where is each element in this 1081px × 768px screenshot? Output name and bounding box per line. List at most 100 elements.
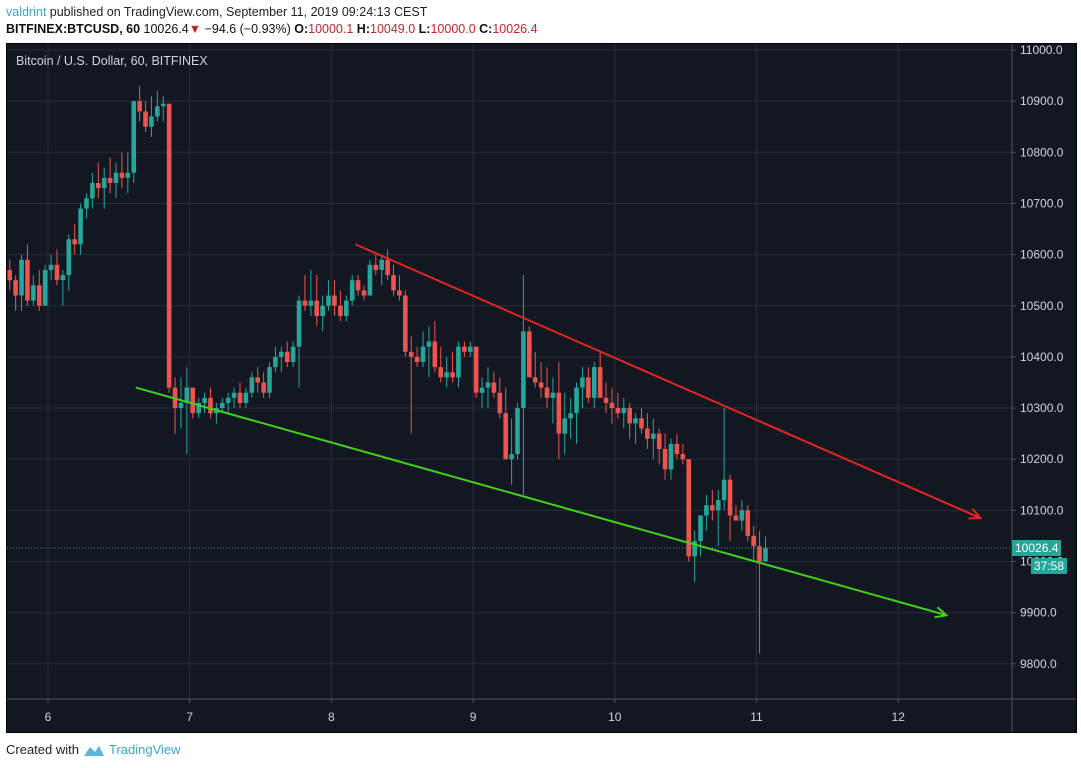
candle-body [757, 546, 762, 562]
candle-body [219, 402, 225, 409]
y-tick-label: 11000.0 [1020, 44, 1063, 57]
candle-body [444, 372, 449, 378]
candle-body [13, 280, 18, 296]
y-tick-label: 10800.0 [1020, 145, 1064, 159]
candle-body [544, 387, 550, 398]
candle-body [273, 356, 278, 368]
candle-body [31, 285, 36, 301]
open-value: 10000.1 [308, 22, 354, 36]
candle-body [96, 182, 101, 189]
candle-body [408, 351, 414, 357]
candle-body [166, 103, 172, 388]
support-arrow-icon [934, 606, 949, 619]
candle-body [467, 346, 473, 352]
tradingview-link[interactable]: TradingView [108, 742, 181, 757]
candle-body [208, 397, 213, 414]
support-trendline[interactable] [135, 386, 947, 617]
candle-body [48, 264, 54, 270]
candlestick-chart[interactable]: 11000.0 10900.0 10800.0 10700.0 10600.0 10500… [7, 44, 1076, 732]
publish-text: published on TradingView.com, September … [46, 5, 428, 19]
y-tick-label: 10200.0 [1020, 452, 1064, 466]
last-price: 10026.4 [143, 22, 189, 36]
candle-body [178, 402, 184, 409]
candle-body [485, 382, 491, 388]
candle-body [462, 346, 467, 352]
author-link[interactable]: valdrint [6, 5, 47, 19]
candle-body [373, 264, 379, 270]
y-tick-label: 10400.0 [1020, 350, 1064, 364]
candle-body [143, 111, 148, 127]
candle-body [515, 408, 520, 455]
candle-body [267, 367, 272, 393]
close-value: 10026.4 [492, 22, 538, 36]
candle-body [491, 382, 497, 393]
candle-body [609, 402, 615, 409]
candle-body [36, 285, 42, 306]
close-label: C: [479, 22, 493, 36]
candle-body [562, 418, 568, 434]
candle-body [308, 300, 314, 306]
candle-body [668, 443, 674, 470]
candle-body [710, 505, 715, 511]
candle-body [704, 505, 709, 516]
y-tick-label: 10600.0 [1020, 248, 1064, 262]
candle-body [450, 372, 455, 378]
candle-body [237, 392, 243, 403]
candle-body [19, 259, 24, 296]
candle-body [414, 356, 420, 363]
candle-body [42, 269, 48, 306]
candle-body [727, 479, 733, 516]
chart-panel[interactable]: 11000.0 10900.0 10800.0 10700.0 10600.0 10500… [6, 43, 1077, 733]
candle-body [255, 377, 261, 383]
candle-body [113, 172, 119, 183]
candle-body [556, 392, 562, 434]
y-tick-label: 10300.0 [1020, 401, 1064, 415]
candle-body [90, 182, 95, 199]
candle-body [296, 300, 302, 347]
candle-body [615, 408, 621, 414]
candle-body [645, 428, 650, 439]
candle-body [698, 515, 703, 542]
candle-body [84, 198, 89, 209]
candle-body [527, 331, 532, 378]
resistance-trendline[interactable] [355, 243, 981, 519]
candle-body [137, 101, 142, 112]
candle-body [101, 177, 107, 189]
candle-body [249, 377, 255, 393]
candle-body [60, 275, 66, 281]
candle-body [160, 103, 166, 107]
open-label: O: [294, 22, 309, 36]
candle-body [426, 341, 432, 347]
candle-body [338, 305, 343, 316]
candle-body [639, 418, 644, 429]
tradingview-logo-icon [83, 745, 104, 756]
high-label: H: [356, 22, 370, 36]
candle-body [385, 259, 390, 276]
candle-body [379, 259, 385, 270]
low-label: L: [418, 22, 431, 36]
candle-body [290, 346, 296, 363]
x-tick-label: 11 [750, 710, 763, 724]
publish-info: valdrint published on TradingView.com, S… [6, 5, 427, 19]
candle-body [231, 392, 237, 398]
candle-body [627, 408, 632, 424]
footer: Created with TradingView [6, 742, 181, 757]
candle-body [326, 295, 331, 306]
candle-body [580, 377, 585, 388]
candle-body [674, 443, 680, 455]
candle-body [521, 331, 526, 409]
candle-body [621, 408, 627, 414]
candle-body [302, 300, 308, 306]
resistance-arrow-icon [968, 508, 983, 520]
candle-body [367, 264, 373, 296]
low-value: 10000.0 [430, 22, 476, 36]
candle-body [125, 172, 131, 178]
candle-body [54, 264, 60, 281]
candle-body [7, 269, 13, 281]
symbol-info: BITFINEX:BTCUSD, 60 10026.4▼ −94.6 (−0.9… [6, 22, 538, 36]
candle-body [184, 387, 190, 403]
candle-body [432, 341, 438, 368]
created-with-text: Created with [6, 742, 79, 757]
candle-body [509, 454, 514, 460]
candle-body [196, 402, 201, 414]
